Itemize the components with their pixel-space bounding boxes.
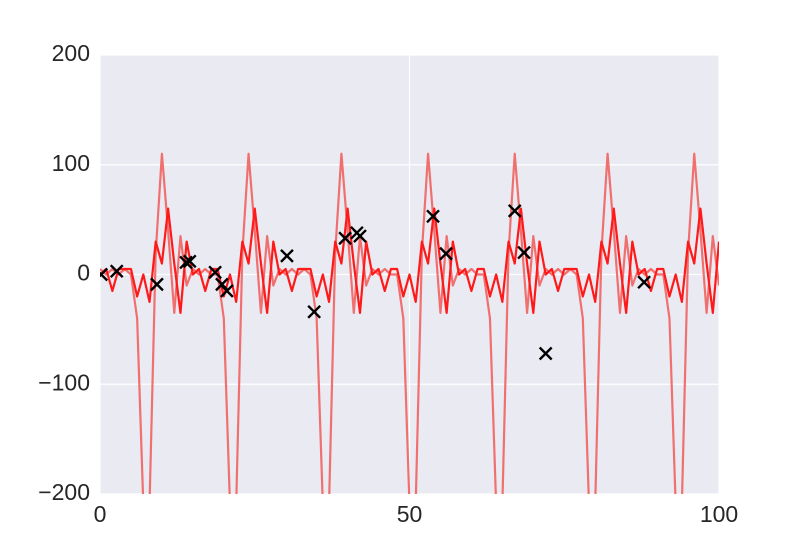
plot-marks — [100, 152, 719, 494]
x-marker — [637, 275, 651, 290]
x-marker — [538, 346, 553, 361]
data-line — [100, 152, 719, 494]
x-marker — [100, 267, 109, 282]
tick-labels: −200 −100 0 100 200 0 50 100 — [38, 40, 738, 527]
x-marker — [426, 209, 440, 224]
x-marker — [507, 203, 522, 218]
data-line — [100, 207, 719, 315]
x-marker — [280, 248, 294, 263]
y-tick-label: 200 — [52, 40, 90, 66]
y-tick-label: −200 — [38, 479, 90, 505]
x-marker — [179, 255, 193, 270]
x-tick-label: 0 — [94, 501, 107, 527]
x-marker — [307, 304, 322, 319]
y-tick-label: 0 — [77, 260, 90, 286]
y-tick-label: 100 — [52, 150, 90, 176]
x-tick-label: 50 — [397, 501, 423, 527]
x-marker — [182, 254, 197, 269]
x-marker — [517, 245, 531, 260]
x-marker — [220, 284, 234, 298]
x-marker — [439, 246, 453, 261]
x-marker — [109, 264, 124, 279]
y-tick-label: −100 — [38, 369, 90, 395]
x-marker — [353, 229, 367, 243]
x-marker — [150, 277, 164, 292]
x-marker — [208, 265, 222, 280]
x-tick-label: 100 — [700, 501, 738, 527]
x-marker — [338, 231, 352, 246]
